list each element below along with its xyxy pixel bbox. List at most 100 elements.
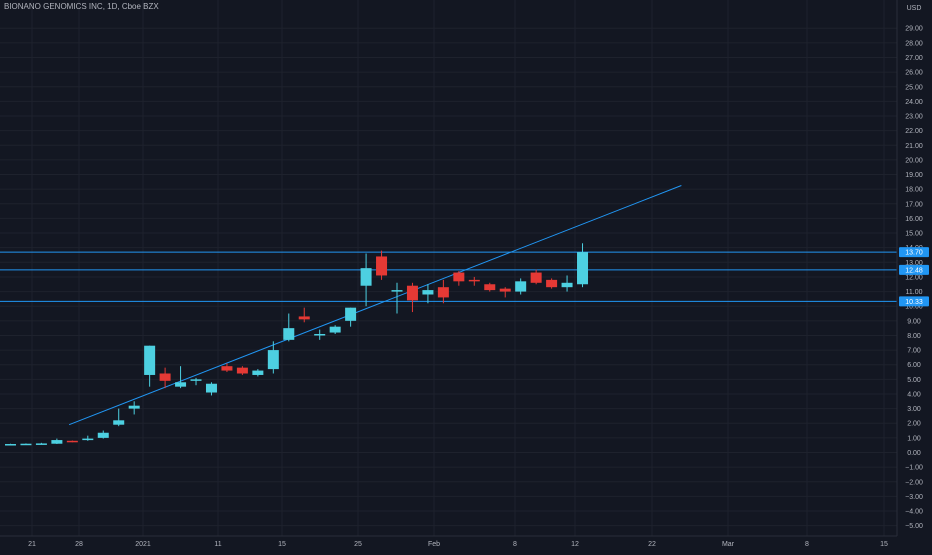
candle-body [159,373,171,381]
x-tick-label: 15 [880,541,888,548]
time-axis[interactable]: 21 28 2021 11 15 25 Feb 8 12 22 Mar 8 15 [0,535,897,550]
candle [20,443,32,446]
candle-body [283,328,295,340]
candle [51,438,63,445]
candle [144,345,156,387]
trendline[interactable] [68,185,682,426]
candle [329,325,341,334]
x-tick-label: 8 [513,541,517,548]
candle-body [175,382,187,387]
exchange-label: Cboe BZX [121,2,159,11]
candle-body [345,307,357,321]
y-tick-label: 6.00 [907,362,921,369]
candle-body [391,290,403,292]
candle-body [128,405,140,409]
candle-body [468,279,480,282]
y-tick-label: 19.00 [905,172,923,179]
candle [561,275,573,292]
price-axis-background [897,0,932,550]
candle [530,269,542,285]
candle [283,313,295,342]
candle [376,250,388,280]
candle-body [422,290,434,295]
candle-body [329,326,341,333]
x-tick-label: 28 [75,541,83,548]
x-tick-label: 21 [28,541,36,548]
price-line-label-bg [899,247,929,258]
chart-title: BIONANO GENOMICS INC, 1D, Cboe BZX [4,2,159,11]
x-tick-label: 22 [648,541,656,548]
x-tick-label: 2021 [135,541,151,548]
candle-body [20,443,32,446]
candle [82,435,94,441]
candle [267,341,279,374]
candle-body [252,370,264,375]
candle [391,282,403,314]
trendline-layer[interactable] [68,185,682,426]
candle-body [5,444,16,446]
y-tick-label: 13.00 [905,260,923,267]
candle [345,307,357,327]
y-tick-label: −4.00 [905,509,923,516]
candle [66,440,78,443]
candle [499,287,511,298]
candle [515,278,527,295]
candle-body [221,366,233,371]
candle-body [437,287,449,298]
x-tick-label: 8 [805,541,809,548]
x-tick-label: Mar [722,541,735,548]
candle [422,284,434,304]
price-labels: 13.70 12.48 10.33 [899,247,929,307]
y-tick-label: 24.00 [905,99,923,106]
title-separator: , [102,2,108,11]
candle [236,366,248,375]
candle-body [515,281,527,292]
candle-body [97,432,109,438]
y-tick-label: 16.00 [905,216,923,223]
candle-body [546,279,558,288]
y-tick-label: 25.00 [905,84,923,91]
candle [221,363,233,373]
y-tick-label: 9.00 [907,318,921,325]
x-tick-label: 15 [278,541,286,548]
price-line-label: 10.33 [905,299,923,306]
price-line-label-bg [899,264,929,275]
grid-lines [0,0,897,536]
candle [128,401,140,415]
y-tick-label: 15.00 [905,231,923,238]
y-tick-label: 2.00 [907,421,921,428]
candle [468,276,480,286]
candle [314,329,326,340]
price-line-label: 13.70 [905,250,923,257]
y-tick-label: −5.00 [905,523,923,530]
candle-body [66,440,78,443]
candle-body [205,383,217,393]
candle-body [113,420,125,425]
horizontal-lines[interactable] [0,251,897,302]
y-tick-label: 22.00 [905,128,923,135]
candle [205,382,217,396]
candle-body [484,284,496,291]
price-line-label-bg [899,296,929,307]
candle-body [190,379,202,381]
y-tick-label: 3.00 [907,406,921,413]
y-tick-label: −2.00 [905,479,923,486]
y-tick-label: 11.00 [906,289,923,296]
candle-body [577,252,589,285]
y-tick-label: 28.00 [905,40,923,47]
candle [113,408,125,427]
y-tick-label: 10.00 [905,304,923,311]
candle [577,243,589,288]
candle [190,377,202,386]
candle [406,282,418,313]
symbol-name: BIONANO GENOMICS INC [4,2,103,11]
currency-label: USD [907,5,922,12]
candle-body [314,333,326,336]
candle-body [267,350,279,370]
price-axis[interactable]: USD 29.00 28.00 27.00 26.00 25.00 24.00 23.00 2… [896,0,932,550]
candle [298,307,310,323]
candle-body [499,288,511,292]
candle [97,430,109,439]
